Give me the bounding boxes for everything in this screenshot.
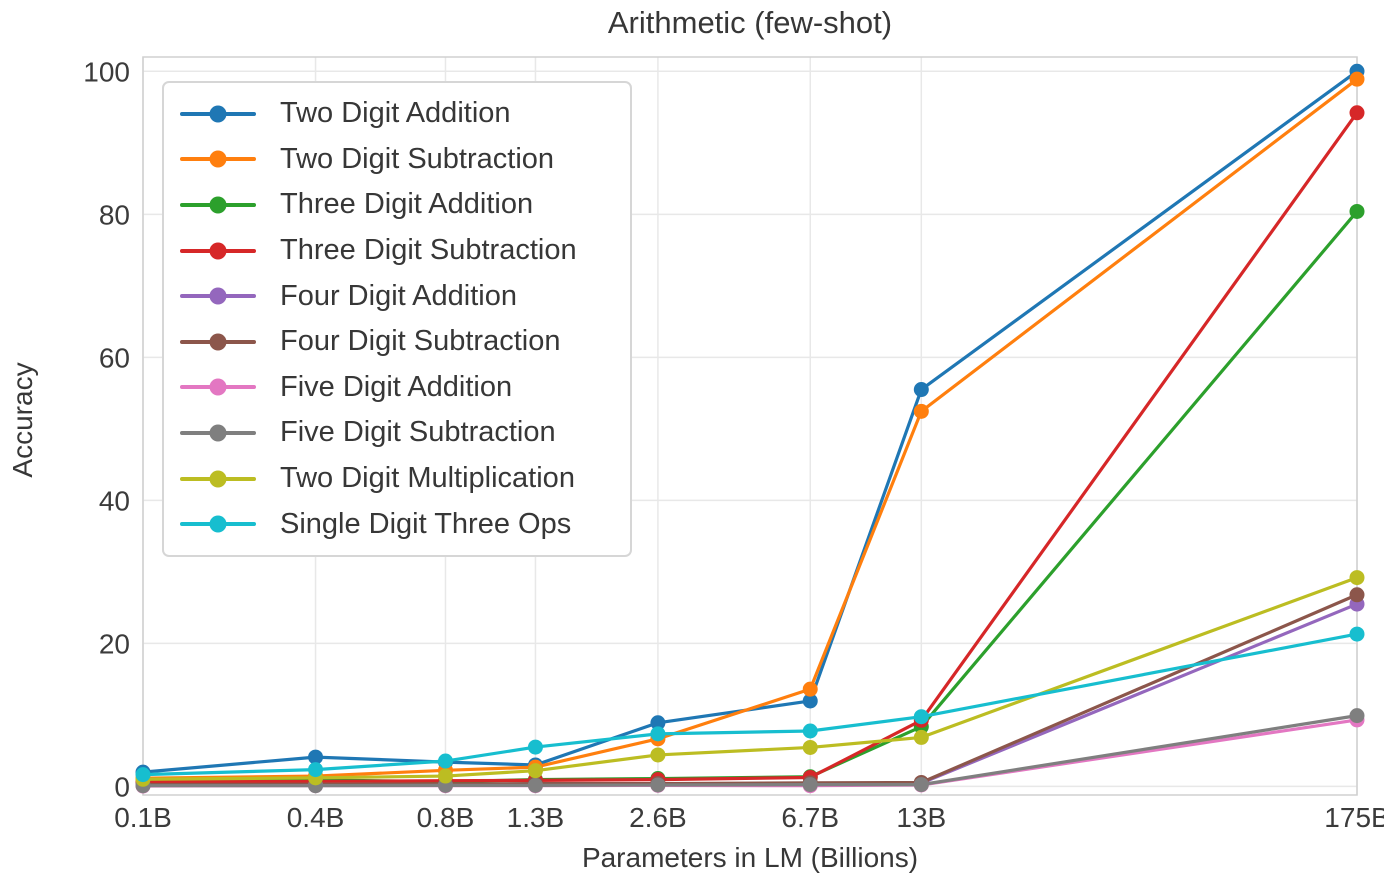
data-point xyxy=(437,768,453,784)
legend-item: Single Digit Three Ops xyxy=(174,508,620,541)
x-tick-label: 13B xyxy=(896,802,946,833)
data-point xyxy=(650,715,666,731)
data-point xyxy=(913,729,929,745)
legend-item: Two Digit Subtraction xyxy=(174,143,620,176)
series-line xyxy=(141,111,1359,784)
data-point xyxy=(437,753,453,769)
data-point xyxy=(308,762,324,778)
legend-item: Two Digit Multiplication xyxy=(174,462,620,495)
data-point xyxy=(1349,570,1365,586)
data-point xyxy=(802,693,818,709)
data-point xyxy=(135,767,151,783)
data-point xyxy=(913,777,929,793)
data-point xyxy=(1349,626,1365,642)
legend-line-marker-icon xyxy=(180,195,256,215)
plot-border xyxy=(142,56,1358,796)
chart-title: Arithmetic (few-shot) xyxy=(607,5,893,40)
legend-label: Two Digit Multiplication xyxy=(280,462,575,495)
legend-item: Two Digit Addition xyxy=(174,97,620,130)
y-tick-label: 40 xyxy=(99,485,130,516)
y-tick-label: 60 xyxy=(99,342,130,373)
legend-item: Five Digit Addition xyxy=(174,371,620,404)
x-tick-label: 0.1B xyxy=(114,802,172,833)
legend-line-marker-icon xyxy=(180,469,256,489)
legend-line-marker-icon xyxy=(180,104,256,124)
legend-line-marker-icon xyxy=(180,332,256,352)
series-line xyxy=(141,77,1359,780)
legend: Two Digit Addition Two Digit Subtraction T… xyxy=(162,81,632,557)
x-tick-label: 0.8B xyxy=(417,802,475,833)
legend-label: Three Digit Subtraction xyxy=(280,234,577,267)
x-tick-label: 175B xyxy=(1324,802,1384,833)
data-point xyxy=(527,763,543,779)
legend-item: Three Digit Addition xyxy=(174,188,620,221)
data-point xyxy=(802,739,818,755)
legend-label: Three Digit Addition xyxy=(280,188,534,221)
data-point xyxy=(650,726,666,742)
legend-line-marker-icon xyxy=(180,149,256,169)
legend-label: Five Digit Addition xyxy=(280,370,513,403)
y-tick-label: 100 xyxy=(83,56,130,87)
data-point xyxy=(1349,105,1365,121)
x-tick-label: 2.6B xyxy=(629,802,687,833)
legend-label: Four Digit Addition xyxy=(280,279,517,312)
legend-label: Single Digit Three Ops xyxy=(280,507,572,540)
y-tick-label: 80 xyxy=(99,199,130,230)
data-point xyxy=(650,777,666,793)
series-line xyxy=(141,576,1359,781)
legend-line-marker-icon xyxy=(180,514,256,534)
y-tick-label: 20 xyxy=(99,628,130,659)
legend-line-marker-icon xyxy=(180,286,256,306)
data-point xyxy=(802,723,818,739)
data-point xyxy=(1349,71,1365,87)
x-tick-label: 1.3B xyxy=(507,802,565,833)
y-axis-label: Accuracy xyxy=(7,362,38,478)
x-tick-label: 0.4B xyxy=(287,802,345,833)
legend-item: Three Digit Subtraction xyxy=(174,234,620,267)
x-tick-label: 6.7B xyxy=(781,802,839,833)
data-point xyxy=(802,681,818,697)
data-point xyxy=(913,709,929,725)
legend-label: Two Digit Addition xyxy=(280,97,511,130)
data-point xyxy=(527,777,543,793)
data-point xyxy=(1349,708,1365,724)
y-tick-label: 0 xyxy=(114,771,130,802)
legend-item: Five Digit Subtraction xyxy=(174,416,620,449)
data-point xyxy=(1349,203,1365,219)
data-point xyxy=(308,749,324,765)
legend-line-marker-icon xyxy=(180,241,256,261)
legend-item: Four Digit Subtraction xyxy=(174,325,620,358)
data-point xyxy=(650,747,666,763)
data-point xyxy=(913,382,929,398)
legend-line-marker-icon xyxy=(180,423,256,443)
legend-label: Two Digit Subtraction xyxy=(280,142,555,175)
legend-label: Four Digit Subtraction xyxy=(280,325,561,358)
series-line xyxy=(141,69,1359,774)
x-axis-label: Parameters in LM (Billions) xyxy=(581,842,919,873)
series-line xyxy=(141,714,1359,788)
series-line xyxy=(141,632,1359,777)
legend-line-marker-icon xyxy=(180,377,256,397)
data-point xyxy=(913,403,929,419)
data-point xyxy=(802,777,818,793)
data-point xyxy=(1349,587,1365,603)
legend-item: Four Digit Addition xyxy=(174,280,620,313)
data-point xyxy=(527,739,543,755)
legend-label: Five Digit Subtraction xyxy=(280,416,556,449)
